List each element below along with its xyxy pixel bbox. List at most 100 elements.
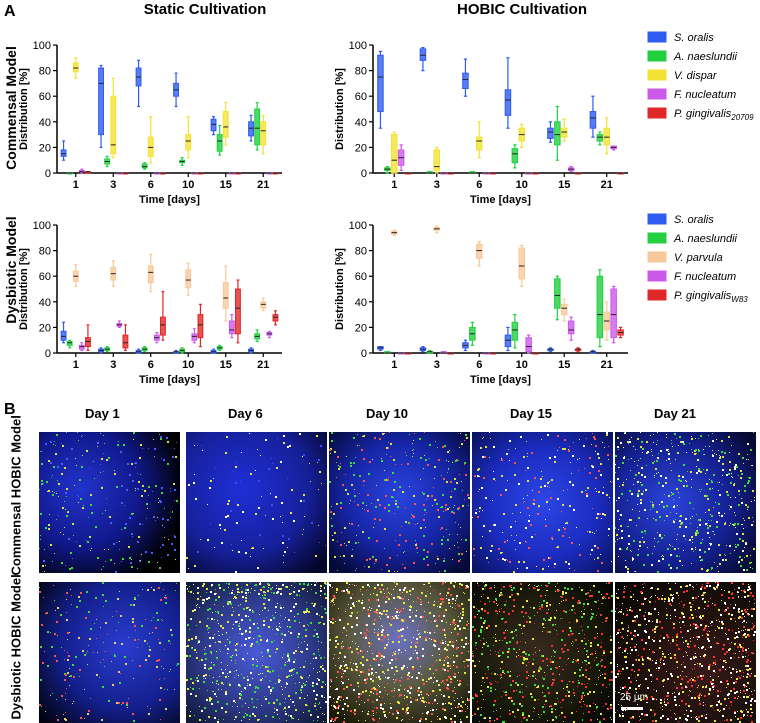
speckle: [720, 456, 721, 457]
speckle: [530, 693, 532, 695]
speckle: [509, 440, 511, 442]
speckle: [477, 469, 479, 471]
speckle: [402, 564, 403, 565]
speckle: [616, 500, 617, 501]
speckle: [265, 515, 266, 516]
speckle: [90, 504, 92, 506]
speckle: [554, 703, 556, 705]
speckle: [65, 712, 66, 713]
speckle: [204, 649, 205, 650]
speckle: [48, 490, 50, 492]
speckle: [355, 457, 356, 458]
speckle: [354, 585, 355, 586]
speckle: [725, 559, 727, 561]
speckle: [583, 445, 585, 447]
speckle: [615, 455, 617, 457]
speckle: [236, 674, 237, 675]
speckle: [102, 513, 103, 514]
speckle: [383, 656, 385, 658]
speckle: [227, 603, 229, 605]
speckle: [43, 597, 44, 598]
speckle: [288, 619, 290, 621]
speckle: [541, 471, 542, 472]
speckle: [94, 623, 95, 624]
speckle: [121, 529, 122, 530]
speckle: [366, 678, 368, 680]
speckle: [493, 704, 495, 706]
speckle: [373, 693, 374, 694]
speckle: [581, 667, 582, 668]
speckle: [41, 706, 42, 707]
speckle: [637, 554, 639, 556]
speckle: [57, 635, 58, 636]
speckle: [231, 544, 232, 545]
speckle: [64, 467, 66, 469]
speckle: [161, 487, 163, 489]
speckle: [237, 504, 239, 506]
speckle: [402, 719, 403, 720]
speckle: [504, 541, 506, 543]
speckle: [355, 570, 356, 571]
speckle: [105, 651, 106, 652]
speckle: [476, 648, 477, 649]
speckle: [215, 589, 216, 590]
speckle: [528, 715, 530, 717]
speckle: [139, 665, 141, 667]
speckle: [84, 689, 85, 690]
speckle: [402, 628, 404, 630]
speckle: [417, 597, 419, 599]
speckle: [604, 677, 606, 679]
speckle: [745, 504, 747, 506]
speckle: [541, 714, 542, 715]
speckle: [711, 520, 712, 521]
speckle: [536, 679, 537, 680]
speckle: [216, 683, 217, 684]
speckle: [404, 648, 405, 649]
speckle: [358, 622, 359, 623]
speckle: [610, 651, 612, 653]
speckle: [424, 432, 425, 433]
speckle: [283, 562, 284, 563]
speckle: [121, 704, 122, 705]
speckle: [475, 642, 477, 644]
speckle: [453, 622, 455, 624]
speckle: [562, 593, 564, 595]
speckle: [373, 527, 374, 528]
speckle: [329, 696, 331, 698]
speckle: [377, 634, 379, 636]
speckle: [442, 629, 444, 631]
speckle: [133, 720, 135, 722]
speckle: [308, 583, 309, 584]
speckle: [256, 641, 258, 643]
speckle: [634, 571, 635, 572]
speckle: [124, 505, 125, 506]
x-tick-label: 15: [220, 359, 232, 371]
speckle: [406, 714, 407, 715]
speckle: [402, 620, 404, 622]
x-axis-label: Time [days]: [139, 194, 200, 206]
speckle: [653, 434, 654, 435]
speckle: [489, 717, 491, 719]
speckle: [454, 488, 456, 490]
speckle: [376, 712, 377, 713]
speckle: [586, 705, 588, 707]
speckle: [428, 602, 429, 603]
speckle: [475, 696, 476, 697]
speckle: [568, 450, 570, 452]
speckle: [202, 602, 204, 604]
speckle: [671, 492, 672, 493]
speckle: [396, 633, 397, 634]
speckle: [315, 698, 317, 700]
speckle: [468, 643, 469, 644]
speckle: [233, 471, 234, 472]
speckle: [137, 541, 139, 543]
speckle: [276, 709, 278, 711]
speckle: [262, 678, 263, 679]
speckle: [698, 450, 700, 452]
speckle: [281, 633, 283, 635]
speckle: [536, 687, 537, 688]
speckle: [578, 470, 579, 471]
speckle: [330, 602, 331, 603]
speckle: [52, 693, 53, 694]
speckle: [500, 655, 501, 656]
